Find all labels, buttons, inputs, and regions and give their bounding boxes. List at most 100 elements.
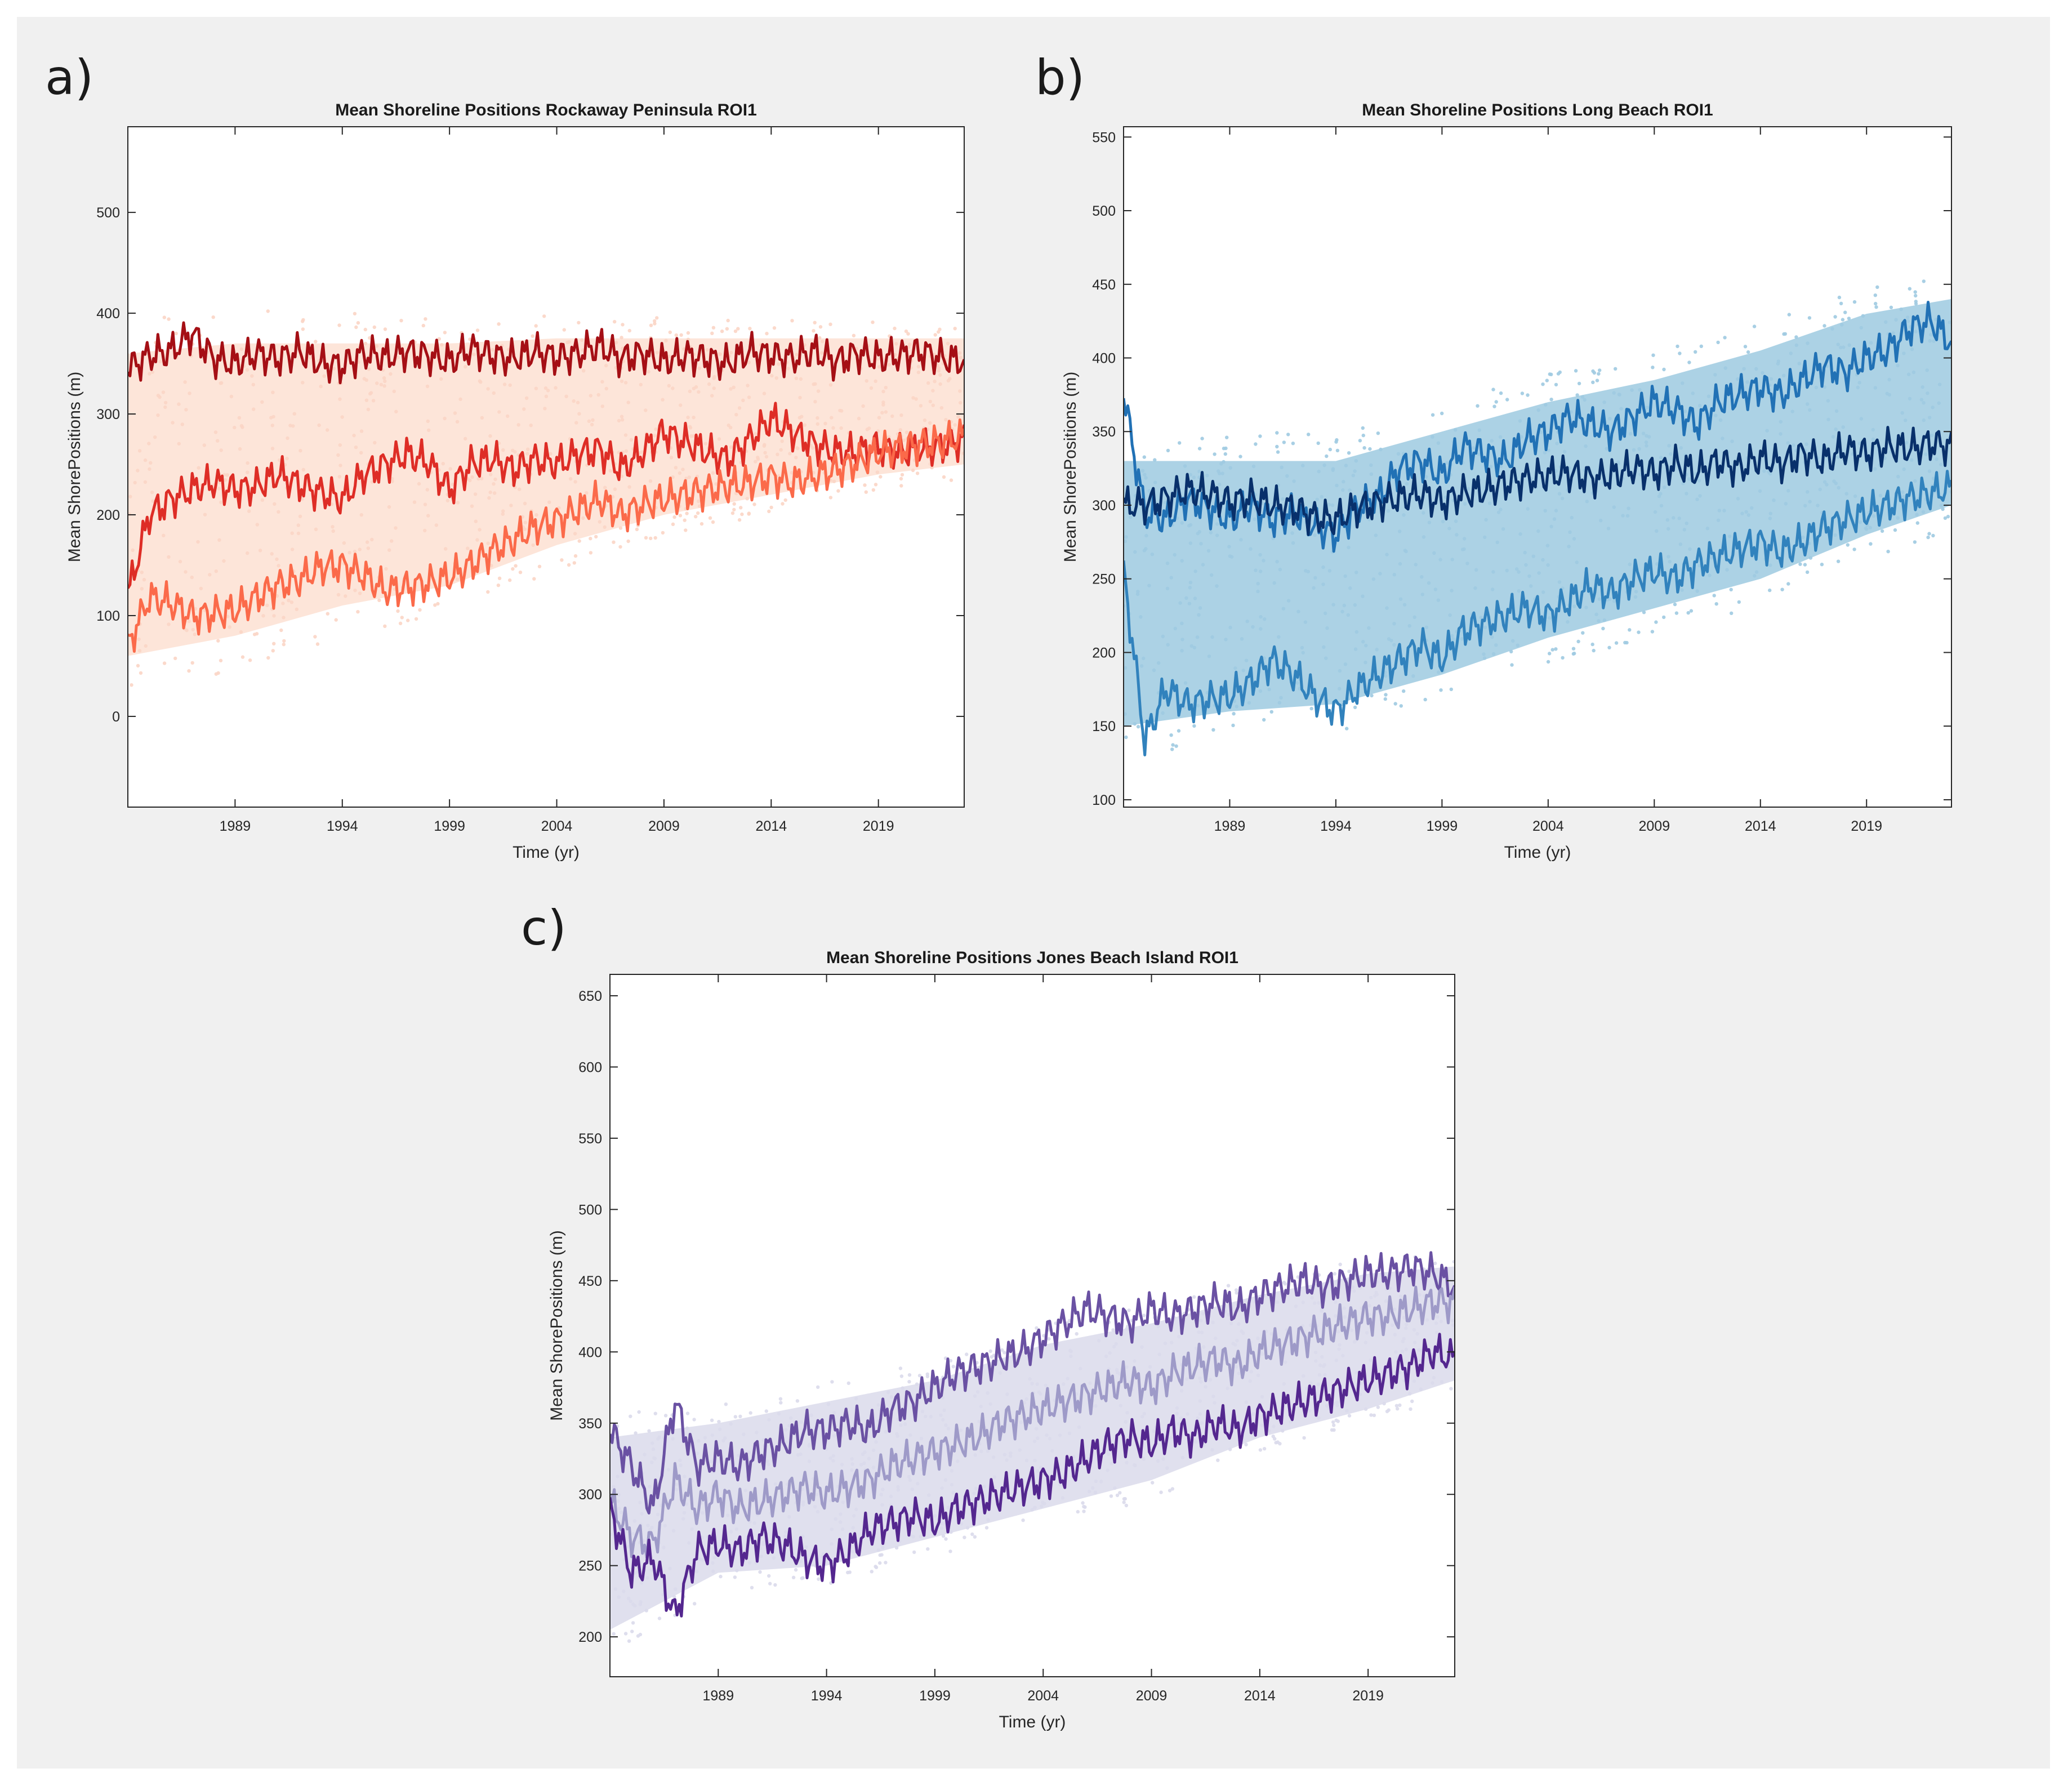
scatter-point: [1174, 744, 1178, 748]
scatter-point: [734, 413, 738, 417]
scatter-point: [1913, 479, 1917, 483]
scatter-point: [724, 1402, 728, 1406]
scatter-point: [1338, 687, 1342, 691]
scatter-point: [216, 439, 220, 443]
scatter-point: [1729, 587, 1733, 592]
axes-box: [1123, 126, 1952, 808]
scatter-point: [674, 466, 678, 470]
scatter-point: [190, 575, 194, 580]
scatter-point: [1369, 1295, 1373, 1300]
scatter-point: [747, 395, 751, 399]
scatter-point: [1683, 409, 1687, 413]
scatter-point: [879, 475, 883, 479]
scatter-point: [915, 471, 920, 475]
scatter-point: [177, 442, 181, 446]
scatter-point: [1602, 618, 1606, 622]
scatter-point: [142, 578, 146, 582]
scatter-point: [693, 1602, 697, 1606]
scatter-point: [1723, 366, 1727, 370]
scatter-point: [1234, 1288, 1238, 1292]
scatter-point: [1209, 531, 1213, 535]
scatter-point: [577, 320, 581, 325]
scatter-point: [1194, 1346, 1198, 1351]
scatter-point: [1180, 621, 1184, 626]
scatter-point: [1856, 385, 1860, 390]
scatter-point: [773, 1583, 777, 1587]
scatter-point: [798, 395, 802, 400]
scatter-point: [1183, 681, 1188, 685]
scatter-point: [683, 518, 687, 522]
scatter-point: [904, 430, 909, 434]
scatter-point: [930, 466, 934, 470]
scatter-point: [1928, 416, 1932, 420]
scatter-point: [1927, 469, 1932, 473]
scatter-point: [1797, 362, 1801, 366]
scatter-point: [1361, 433, 1365, 438]
scatter-point: [423, 502, 427, 506]
scatter-point: [509, 504, 513, 507]
scatter-point: [258, 549, 262, 553]
scatter-point: [1035, 1326, 1039, 1330]
scatter-point: [1463, 537, 1467, 541]
scatter-point: [941, 1522, 946, 1526]
scatter-point: [1384, 674, 1388, 678]
scatter-point: [1260, 1395, 1264, 1399]
scatter-point: [1925, 368, 1929, 372]
scatter-point: [344, 594, 347, 598]
scatter-point: [1852, 547, 1856, 551]
scatter-point: [1837, 295, 1842, 300]
scatter-point: [1496, 510, 1501, 514]
scatter-point: [684, 1502, 689, 1506]
scatter-point: [1659, 456, 1663, 460]
scatter-point: [1900, 411, 1904, 415]
scatter-point: [1215, 522, 1219, 526]
scatter-point: [1653, 510, 1657, 514]
scatter-point: [1725, 568, 1729, 572]
scatter-point: [1941, 507, 1945, 511]
scatter-point: [328, 566, 332, 571]
series-line-0: [610, 1251, 1455, 1515]
scatter-point: [1413, 1340, 1417, 1344]
scatter-point: [1396, 452, 1401, 456]
scatter-point: [755, 1431, 759, 1435]
scatter-point: [1312, 586, 1316, 590]
scatter-point: [1119, 1404, 1123, 1408]
scatter-point: [1601, 626, 1605, 631]
scatter-point: [392, 389, 396, 394]
y-tick-label: 400: [578, 1344, 602, 1360]
scatter-point: [672, 515, 676, 519]
scatter-point: [225, 473, 229, 477]
scatter-point: [880, 411, 884, 415]
scatter-point: [889, 1395, 894, 1399]
scatter-point: [1156, 1459, 1160, 1463]
scatter-point: [1157, 661, 1161, 665]
scatter-point: [1398, 529, 1402, 533]
series-line-0: [1124, 301, 1951, 553]
scatter-point: [1721, 437, 1725, 440]
scatter-point: [651, 1447, 656, 1451]
scatter-point: [1018, 1448, 1022, 1452]
scatter-point: [919, 1436, 924, 1441]
scatter-point: [1183, 464, 1187, 468]
scatter-point: [1170, 747, 1174, 751]
scatter-point: [1591, 380, 1595, 384]
scatter-point: [752, 1521, 756, 1525]
scatter-point: [406, 618, 410, 622]
scatter-point: [679, 333, 683, 337]
scatter-point: [1410, 1399, 1414, 1404]
y-tick-label: 450: [1092, 277, 1116, 293]
scatter-point: [1834, 409, 1839, 413]
scatter-point: [979, 1404, 983, 1409]
scatter-point: [767, 1418, 771, 1422]
scatter-point: [1344, 464, 1348, 467]
scatter-point: [938, 373, 942, 377]
scatter-point: [1746, 350, 1750, 354]
scatter-point: [783, 1534, 787, 1538]
scatter-point: [613, 320, 617, 324]
scatter-point: [946, 341, 950, 346]
scatter-point: [1291, 442, 1295, 446]
scatter-point: [1072, 1454, 1076, 1459]
scatter-point: [1258, 689, 1263, 693]
scatter-point: [1433, 587, 1438, 591]
